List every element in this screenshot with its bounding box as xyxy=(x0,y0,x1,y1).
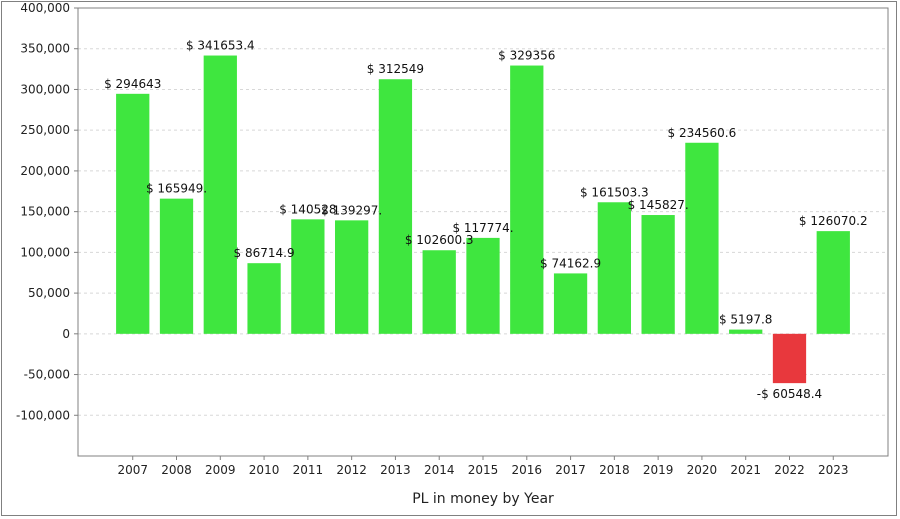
x-tick-label: 2013 xyxy=(380,463,411,477)
bar-2020 xyxy=(685,142,719,334)
bar-2011 xyxy=(291,219,325,334)
data-label-2019: $ 145827. xyxy=(628,198,689,212)
bars xyxy=(116,55,850,384)
y-tick-label: 250,000 xyxy=(20,123,70,137)
x-axis-ticks: 2007 2008 2009 2010 2011 2012 2013 2014 2015 2016… xyxy=(117,456,849,477)
x-tick-label: 2017 xyxy=(555,463,586,477)
bar-2008 xyxy=(159,198,194,334)
bar-2010 xyxy=(247,263,281,334)
y-tick-label: 300,000 xyxy=(20,82,70,96)
data-label-2020: $ 234560.6 xyxy=(668,126,737,140)
x-tick-label: 2011 xyxy=(293,463,324,477)
bar-2016 xyxy=(510,65,544,334)
y-tick-label: 0 xyxy=(62,327,70,341)
bar-2015 xyxy=(466,237,500,334)
y-tick-label: 50,000 xyxy=(28,286,70,300)
y-tick-label: 100,000 xyxy=(20,245,70,259)
x-tick-label: 2020 xyxy=(687,463,718,477)
data-label-2009: $ 341653.4 xyxy=(186,39,255,53)
data-label-2015: $ 117774. xyxy=(452,221,513,235)
bar-2014 xyxy=(422,250,456,334)
bar-2012 xyxy=(335,220,369,334)
data-label-2022: -$ 60548.4 xyxy=(757,387,822,401)
y-tick-label: -100,000 xyxy=(16,408,70,422)
data-label-2023: $ 126070.2 xyxy=(799,214,868,228)
data-label-2021: $ 5197.8 xyxy=(719,313,772,327)
data-label-2012: $ 139297. xyxy=(321,203,382,217)
data-labels: $ 294643 $ 165949. $ 341653.4 $ 86714.9 $ 14… xyxy=(104,39,868,402)
x-tick-label: 2022 xyxy=(774,463,805,477)
data-label-2017: $ 74162.9 xyxy=(540,256,601,270)
bar-2018 xyxy=(597,202,631,334)
x-tick-label: 2010 xyxy=(249,463,280,477)
x-tick-label: 2016 xyxy=(512,463,543,477)
x-tick-label: 2012 xyxy=(336,463,367,477)
data-label-2008: $ 165949. xyxy=(146,182,207,196)
bar-2009 xyxy=(203,55,237,334)
plot-area-border xyxy=(77,7,889,457)
x-tick-label: 2015 xyxy=(468,463,499,477)
x-tick-label: 2018 xyxy=(599,463,630,477)
bar-2019 xyxy=(641,215,675,334)
data-label-2007: $ 294643 xyxy=(104,77,161,91)
data-label-2014: $ 102600.3 xyxy=(405,233,474,247)
y-tick-label: 200,000 xyxy=(20,164,70,178)
y-tick-label: 400,000 xyxy=(20,1,70,15)
data-label-2018: $ 161503.3 xyxy=(580,185,649,199)
grid-lines xyxy=(78,7,888,416)
x-tick-label: 2014 xyxy=(424,463,455,477)
x-tick-label: 2008 xyxy=(161,463,192,477)
x-tick-label: 2007 xyxy=(117,463,148,477)
data-label-2011: $ 140528 xyxy=(279,202,336,216)
data-label-2016: $ 329356 xyxy=(498,49,555,63)
y-axis-ticks: 400,000 350,000 300,000 250,000 200,000 150,0… xyxy=(16,1,78,422)
data-label-2010: $ 86714.9 xyxy=(234,246,295,260)
x-tick-label: 2009 xyxy=(205,463,236,477)
y-tick-label: 350,000 xyxy=(20,42,70,56)
bar-2013 xyxy=(378,79,413,334)
y-tick-label: -50,000 xyxy=(24,368,70,382)
bar-2023 xyxy=(816,231,850,334)
data-label-2013: $ 312549 xyxy=(367,62,424,76)
bar-2017 xyxy=(553,273,588,334)
x-tick-label: 2023 xyxy=(818,463,849,477)
y-tick-label: 150,000 xyxy=(20,205,70,219)
bar-2022 xyxy=(772,333,807,384)
x-tick-label: 2019 xyxy=(643,463,674,477)
x-axis-title: PL in money by Year xyxy=(412,491,554,507)
bar-2007 xyxy=(116,93,150,334)
bar-2021 xyxy=(729,329,763,334)
x-tick-label: 2021 xyxy=(730,463,761,477)
